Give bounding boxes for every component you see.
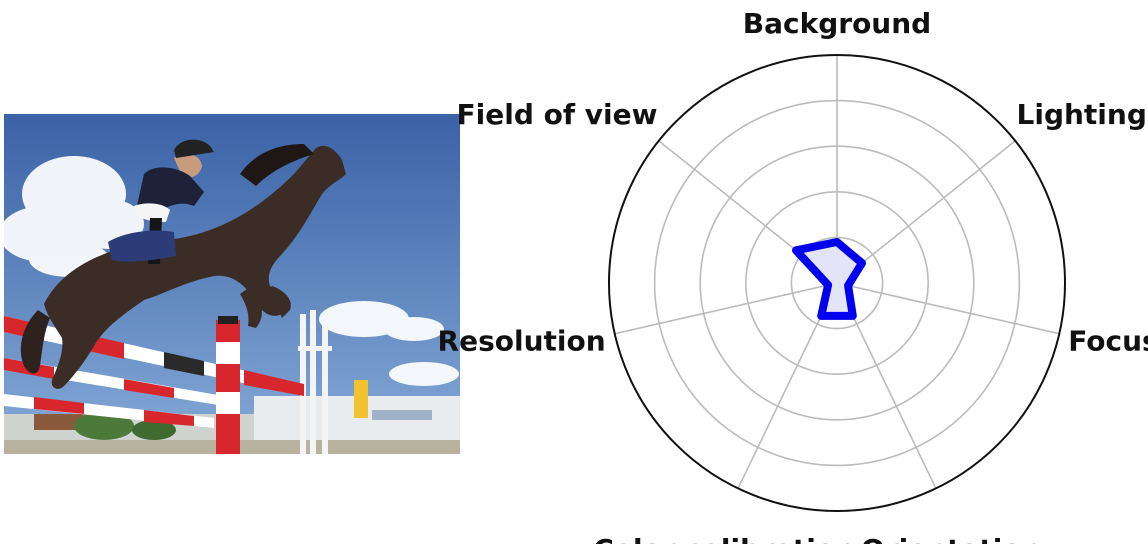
photo-panel (4, 114, 460, 454)
radar-frame (608, 54, 1066, 512)
series-polygon-1 (792, 238, 866, 320)
arena-buildings (4, 380, 460, 454)
spoke-3 (836, 282, 1060, 335)
axis-label-color-calibration: Color calibration (593, 533, 855, 544)
spoke-2 (836, 140, 1016, 284)
clouds (4, 156, 459, 386)
axis-label-orientation: Orientation (861, 533, 1042, 544)
radar-series (792, 238, 866, 320)
fence-pole (216, 316, 240, 454)
show-jumping-photo (4, 114, 460, 454)
axis-label-field-of-view: Field of view (457, 98, 658, 131)
spoke-6 (614, 282, 838, 335)
radar-axis-labels: Background Lighting Focus Orientation Co… (438, 7, 1148, 544)
rider (108, 139, 214, 264)
horse (20, 144, 346, 389)
axis-label-focus: Focus (1068, 325, 1148, 358)
axis-label-lighting: Lighting (1017, 98, 1147, 131)
axis-label-resolution: Resolution (438, 325, 606, 358)
axis-label-background: Background (743, 7, 931, 40)
